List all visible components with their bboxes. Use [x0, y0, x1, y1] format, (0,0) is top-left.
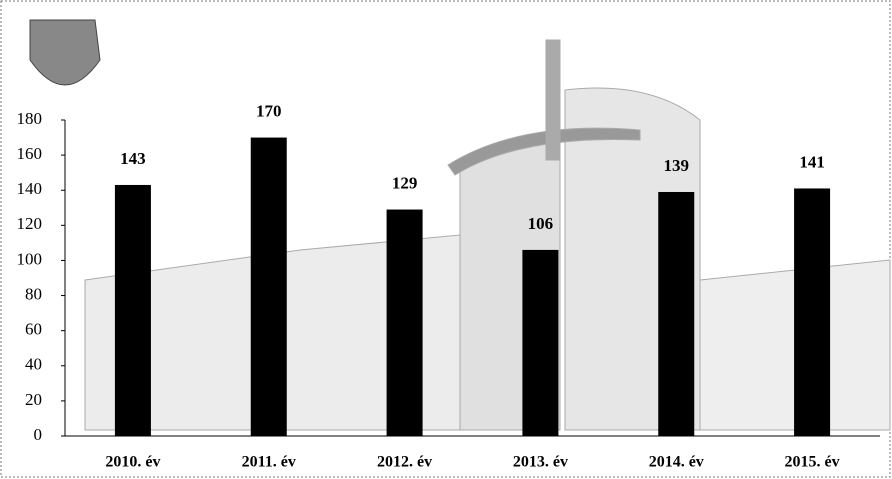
y-tick-label: 100 [17, 249, 43, 268]
x-tick-label: 2011. év [242, 454, 296, 471]
value-label: 170 [256, 101, 282, 120]
y-tick-label: 0 [34, 425, 43, 444]
x-tick-label: 2013. év [513, 454, 568, 471]
y-tick-label: 80 [25, 284, 42, 303]
x-tick-label: 2015. év [785, 454, 840, 471]
chart: 0 20 40 60 80 100 120 140 160 180 2010. év 143 2011.… [0, 0, 892, 479]
bar [115, 185, 151, 436]
y-tick-label: 120 [17, 214, 43, 233]
x-tick-label: 2012. év [377, 454, 432, 471]
y-tick-label: 140 [17, 179, 43, 198]
value-label: 106 [528, 214, 554, 233]
bar [522, 250, 558, 436]
value-label: 141 [799, 152, 825, 171]
y-tick-label: 60 [25, 320, 42, 339]
bar [387, 210, 423, 436]
bar [658, 192, 694, 436]
y-tick-label: 180 [17, 109, 43, 128]
value-label: 129 [392, 173, 418, 192]
y-tick-label: 160 [17, 144, 43, 163]
bar [794, 188, 830, 436]
y-tick-label: 20 [25, 390, 42, 409]
x-tick-label: 2014. év [649, 454, 704, 471]
y-tick-label: 40 [25, 355, 42, 374]
x-tick-label: 2010. év [105, 454, 160, 471]
bar [251, 138, 287, 436]
value-label: 143 [120, 149, 146, 168]
value-label: 139 [664, 156, 690, 175]
